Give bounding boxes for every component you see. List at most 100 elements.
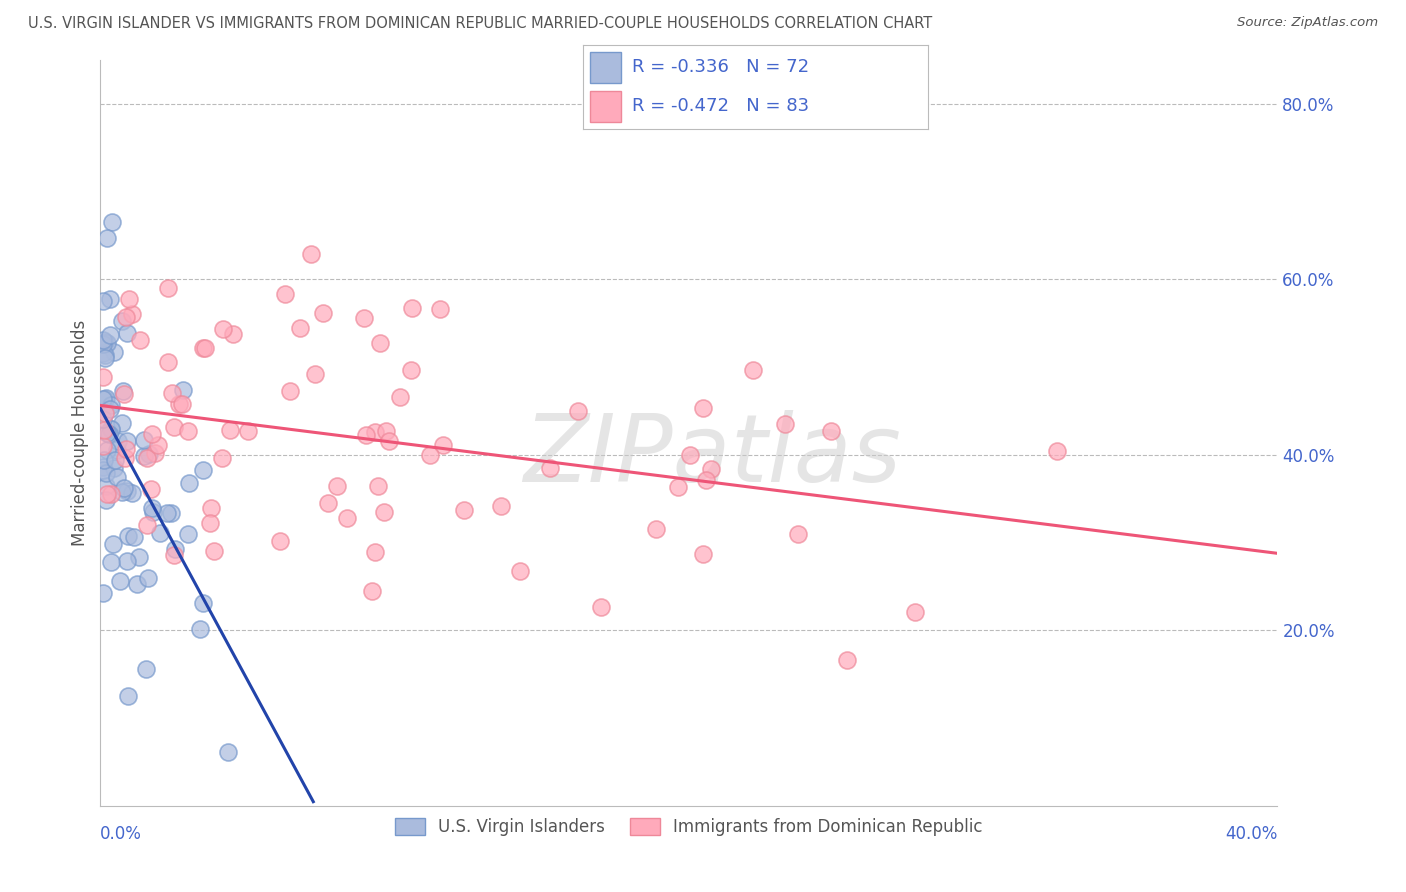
Point bbox=[160, 506, 183, 520]
Point bbox=[775, 417, 797, 431]
Point bbox=[91, 459, 114, 474]
Point bbox=[304, 368, 326, 382]
Point bbox=[91, 440, 114, 454]
Point bbox=[299, 247, 322, 261]
Point bbox=[122, 530, 145, 544]
Point bbox=[100, 487, 122, 501]
Point bbox=[91, 412, 114, 426]
Point bbox=[100, 422, 122, 436]
Point bbox=[115, 310, 138, 325]
Point bbox=[135, 518, 157, 533]
Point bbox=[193, 463, 215, 477]
Point bbox=[364, 545, 387, 559]
Point bbox=[170, 396, 193, 410]
Point bbox=[100, 399, 122, 413]
Point bbox=[453, 502, 475, 516]
FancyBboxPatch shape bbox=[591, 91, 621, 121]
Point bbox=[91, 337, 114, 351]
Point bbox=[138, 447, 160, 461]
Point bbox=[198, 516, 221, 530]
Point bbox=[114, 451, 136, 466]
Point bbox=[94, 466, 117, 480]
Point bbox=[100, 422, 122, 436]
Point bbox=[136, 450, 159, 465]
Point bbox=[401, 363, 423, 377]
Point bbox=[211, 451, 233, 466]
Point bbox=[135, 662, 157, 676]
Point bbox=[94, 335, 117, 350]
Point bbox=[117, 529, 139, 543]
Point bbox=[100, 555, 122, 569]
Point bbox=[373, 505, 395, 519]
Point bbox=[112, 384, 135, 399]
Point bbox=[165, 542, 187, 557]
Point bbox=[91, 586, 114, 600]
Point bbox=[93, 453, 115, 467]
Point bbox=[107, 434, 129, 448]
Point bbox=[645, 522, 668, 536]
Point bbox=[163, 549, 186, 563]
Point bbox=[741, 363, 763, 377]
Point bbox=[91, 369, 114, 384]
Point bbox=[509, 564, 531, 578]
Point bbox=[218, 423, 240, 437]
Point bbox=[101, 215, 124, 229]
Point bbox=[121, 485, 143, 500]
Point bbox=[117, 689, 139, 703]
Point bbox=[136, 571, 159, 585]
Point bbox=[163, 420, 186, 434]
Point bbox=[91, 392, 114, 406]
Point bbox=[103, 461, 125, 475]
Point bbox=[100, 292, 122, 306]
Text: R = -0.472   N = 83: R = -0.472 N = 83 bbox=[631, 97, 808, 115]
Point bbox=[361, 584, 384, 599]
Point bbox=[202, 544, 225, 558]
Point bbox=[141, 500, 163, 515]
Point bbox=[94, 406, 117, 420]
Point bbox=[191, 342, 214, 356]
Point bbox=[94, 351, 117, 365]
Point bbox=[820, 425, 842, 439]
Point bbox=[111, 313, 134, 327]
Point bbox=[188, 622, 211, 636]
Point bbox=[591, 599, 613, 614]
Point bbox=[904, 606, 927, 620]
Point bbox=[419, 448, 441, 462]
Point bbox=[103, 536, 125, 550]
Point bbox=[191, 596, 214, 610]
Point bbox=[110, 416, 132, 430]
Point bbox=[160, 385, 183, 400]
Point bbox=[269, 533, 291, 548]
Point bbox=[169, 397, 191, 411]
Text: 0.0%: 0.0% bbox=[100, 825, 142, 843]
Point bbox=[91, 463, 114, 477]
Point bbox=[367, 478, 389, 492]
Point bbox=[105, 443, 128, 458]
Point bbox=[115, 483, 138, 498]
Point bbox=[432, 437, 454, 451]
Point bbox=[274, 287, 297, 301]
Text: Source: ZipAtlas.com: Source: ZipAtlas.com bbox=[1237, 16, 1378, 29]
Point bbox=[280, 384, 302, 398]
Point bbox=[91, 294, 114, 309]
Point bbox=[96, 479, 118, 493]
Point bbox=[115, 442, 138, 456]
Point bbox=[194, 342, 217, 356]
Text: U.S. VIRGIN ISLANDER VS IMMIGRANTS FROM DOMINICAN REPUBLIC MARRIED-COUPLE HOUSEH: U.S. VIRGIN ISLANDER VS IMMIGRANTS FROM … bbox=[28, 16, 932, 31]
Point bbox=[91, 346, 114, 360]
Point bbox=[177, 527, 200, 541]
Point bbox=[378, 434, 401, 449]
Point bbox=[692, 547, 714, 561]
Point bbox=[538, 460, 561, 475]
Point bbox=[148, 526, 170, 541]
Point bbox=[96, 493, 118, 508]
Point bbox=[125, 577, 148, 591]
Point bbox=[176, 424, 198, 438]
Point bbox=[679, 448, 702, 462]
Text: R = -0.336   N = 72: R = -0.336 N = 72 bbox=[631, 59, 808, 77]
Point bbox=[132, 433, 155, 447]
Point bbox=[666, 480, 689, 494]
Point bbox=[200, 500, 222, 515]
Point bbox=[336, 510, 359, 524]
Y-axis label: Married-couple Households: Married-couple Households bbox=[72, 319, 89, 546]
